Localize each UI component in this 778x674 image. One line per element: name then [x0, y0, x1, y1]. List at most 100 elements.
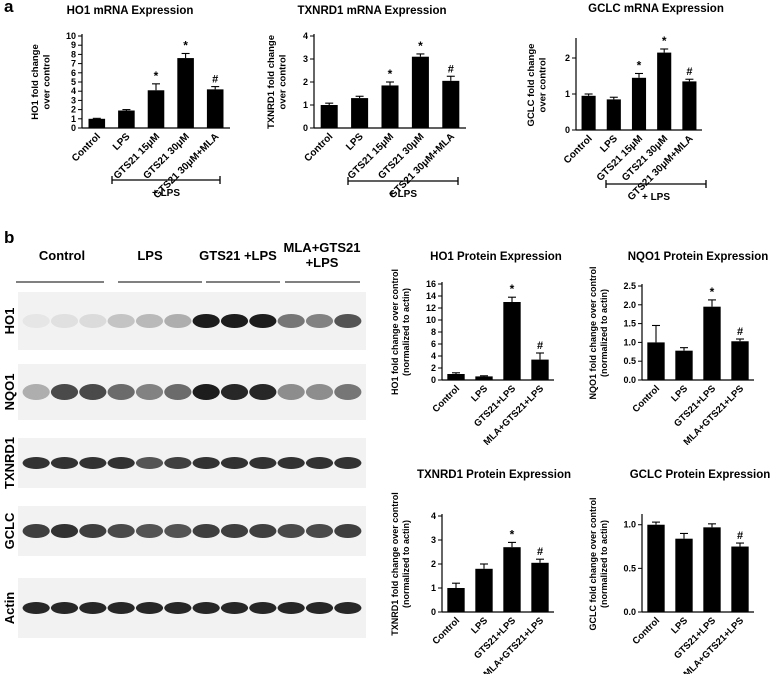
txnrd1-mrna-significance-mark: * — [418, 39, 423, 53]
gclc-protein-ytick-label: 0.5 — [623, 563, 636, 573]
ho1-mrna-category-label: LPS — [111, 131, 133, 153]
txnrd1-mrna-category-label: LPS — [344, 131, 366, 153]
blot-band — [135, 314, 164, 328]
txnrd1-mrna-ytick-label: 2 — [303, 77, 308, 87]
ho1-mrna-ytick-label: 3 — [71, 95, 76, 105]
blot-band — [164, 602, 192, 614]
txnrd1-protein-ylabel: TXNRD1 fold change over control(normaliz… — [390, 492, 411, 636]
gclc-protein-bar — [647, 524, 665, 612]
blot-band — [50, 602, 79, 614]
blot-group-label: GTS21 +LPS — [199, 248, 277, 263]
ho1-protein-ytick-label: 10 — [426, 315, 436, 325]
blot-band — [164, 384, 192, 400]
blot-band — [220, 457, 249, 469]
nqo1-protein-significance-mark: # — [737, 326, 743, 338]
gclc-protein-category-label: LPS — [669, 615, 690, 636]
blot-band — [220, 524, 249, 538]
gclc-protein-ytick-label: 1.0 — [623, 520, 636, 530]
ho1-mrna-bar — [118, 110, 135, 128]
blot-band — [249, 524, 277, 538]
ho1-mrna-title: HO1 mRNA Expression — [67, 5, 194, 17]
blot-band — [277, 524, 305, 538]
blot-band — [107, 602, 135, 614]
nqo1-protein-ytick-label: 0.5 — [623, 356, 636, 366]
gclc-protein-ytick-label: 0.0 — [623, 607, 636, 617]
txnrd1-protein-category-label: LPS — [469, 615, 490, 636]
txnrd1-mrna-bar — [320, 105, 338, 128]
ho1-protein-ytick-label: 6 — [431, 339, 436, 349]
txnrd1-protein-ytick-label: 2 — [431, 559, 436, 569]
ho1-mrna-ytick-label: 2 — [71, 105, 76, 115]
txnrd1-mrna-ytick-label: 0 — [303, 123, 308, 133]
western-blot-panel: Control LPS GTS21 +LPS MLA+GTS21 +LPS HO1 NQO1… — [2, 240, 366, 638]
nqo1-protein-bar — [703, 306, 721, 380]
blot-band — [135, 457, 164, 469]
blot-band — [22, 314, 50, 328]
blot-band — [50, 314, 79, 328]
nqo1-protein-significance-mark: * — [710, 285, 715, 299]
txnrd1-protein-ytick-label: 4 — [431, 511, 436, 521]
blot-band — [277, 314, 305, 328]
ho1-mrna-ytick-label: 10 — [66, 31, 76, 41]
blot-band — [305, 314, 334, 328]
blot-band — [305, 384, 334, 400]
nqo1-protein-category-label: Control — [630, 383, 662, 415]
blot-band — [135, 384, 164, 400]
blot-band — [135, 602, 164, 614]
blot-band — [277, 457, 305, 469]
blot-band — [249, 384, 277, 400]
ho1-mrna-bar — [177, 58, 194, 128]
blot-band — [135, 524, 164, 538]
gclc-protein-bar — [731, 546, 749, 612]
ho1-protein-ytick-label: 12 — [426, 303, 436, 313]
txnrd1-mrna-ytick-label: 3 — [303, 54, 308, 64]
txnrd1-protein-category-label: Control — [430, 615, 462, 647]
gclc-protein-category-label: Control — [630, 615, 662, 647]
blot-band — [22, 602, 50, 614]
gclc-protein-chart: GCLC Protein Expression GCLC fold change … — [588, 469, 770, 674]
nqo1-protein-ylabel: NQO1 fold change over control(normalized… — [588, 266, 609, 399]
ho1-mrna-ytick-label: 9 — [71, 40, 76, 50]
blot-row-label: TXNRD1 — [2, 437, 17, 489]
blot-band — [277, 602, 305, 614]
ho1-protein-bar — [503, 302, 521, 380]
blot-band — [220, 384, 249, 400]
blot-band — [249, 457, 277, 469]
txnrd1-mrna-lps-bracket-label: + LPS — [389, 189, 417, 200]
blot-band — [305, 524, 334, 538]
blot-band — [249, 314, 277, 328]
ho1-mrna-bar — [206, 89, 224, 128]
txnrd1-protein-bar — [503, 547, 521, 612]
blot-band — [79, 602, 107, 614]
ho1-mrna-significance-mark: * — [183, 38, 188, 52]
gclc-mrna-chart: GCLC mRNA Expression GCLC fold changeover… — [526, 3, 724, 203]
blot-row-label: Actin — [2, 592, 17, 625]
ho1-mrna-category-label: Control — [70, 131, 103, 164]
txnrd1-protein-bar — [447, 588, 465, 612]
ho1-protein-title: HO1 Protein Expression — [430, 251, 562, 263]
ho1-mrna-ylabel: HO1 fold changeover control — [30, 44, 53, 119]
panel-b-letter: b — [4, 228, 15, 247]
blot-band — [249, 602, 277, 614]
txnrd1-protein-bar — [531, 562, 549, 612]
ho1-protein-significance-mark: # — [537, 340, 543, 352]
gclc-mrna-bar — [581, 95, 596, 130]
txnrd1-mrna-category-label: Control — [302, 131, 335, 164]
panel-a-letter: a — [4, 0, 14, 16]
blot-band — [164, 457, 192, 469]
gclc-mrna-ytick-label: 1 — [565, 89, 570, 99]
ho1-protein-chart: HO1 Protein Expression HO1 fold change ov… — [390, 251, 562, 445]
blot-row-label: NQO1 — [2, 374, 17, 411]
blot-band — [22, 384, 50, 400]
txnrd1-protein-ytick-label: 0 — [431, 607, 436, 617]
txnrd1-mrna-ytick-label: 4 — [303, 31, 308, 41]
txnrd1-mrna-ylabel: TXNRD1 fold changeover control — [266, 35, 289, 129]
blot-band — [107, 457, 135, 469]
ho1-mrna-ytick-label: 7 — [71, 59, 76, 69]
blot-band — [107, 314, 135, 328]
gclc-mrna-category-label: LPS — [598, 133, 620, 155]
txnrd1-mrna-significance-mark: * — [388, 67, 393, 81]
txnrd1-mrna-significance-mark: # — [448, 63, 454, 75]
blot-band — [79, 524, 107, 538]
gclc-protein-bar — [675, 538, 693, 612]
